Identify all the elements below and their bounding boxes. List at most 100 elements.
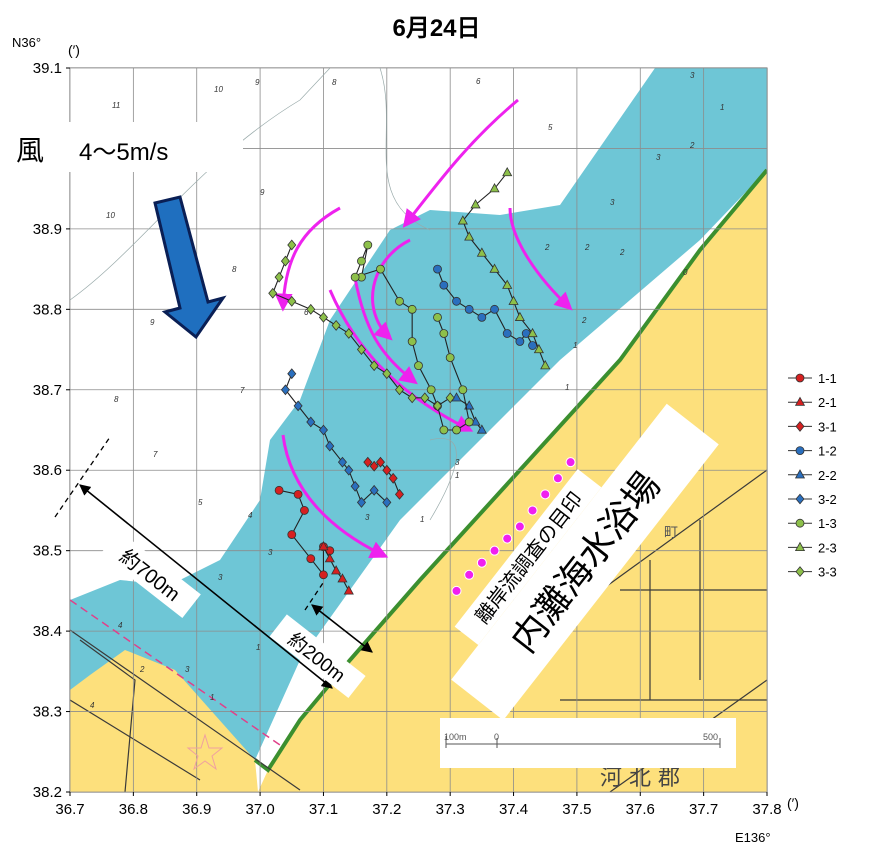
svg-text:8: 8 bbox=[232, 265, 237, 274]
lon-tick-label: 36.7 bbox=[55, 801, 84, 818]
town-label: 町 bbox=[664, 524, 678, 540]
track-2-3 bbox=[457, 166, 551, 370]
track-point-3-2 bbox=[344, 464, 354, 476]
legend-label: 1-1 bbox=[818, 371, 837, 386]
legend-item-3-2: 3-2 bbox=[788, 492, 837, 507]
survey-marker-dot bbox=[502, 533, 513, 544]
svg-text:4: 4 bbox=[248, 511, 253, 520]
svg-text:11: 11 bbox=[112, 101, 120, 110]
lon-tick-label: 37.2 bbox=[372, 801, 401, 818]
svg-text:5: 5 bbox=[198, 498, 203, 507]
track-3-3 bbox=[268, 239, 455, 412]
svg-text:6: 6 bbox=[476, 77, 481, 86]
track-point-3-2 bbox=[280, 384, 290, 396]
track-point-2-3 bbox=[489, 263, 500, 273]
svg-text:0: 0 bbox=[683, 268, 688, 277]
svg-text:1: 1 bbox=[455, 471, 459, 480]
svg-text:2: 2 bbox=[581, 316, 587, 325]
track-point-1-3 bbox=[395, 296, 404, 306]
track-point-1-2 bbox=[515, 337, 525, 346]
track-point-3-2 bbox=[293, 400, 303, 412]
track-point-1-1 bbox=[293, 489, 303, 499]
survey-marker-dot bbox=[527, 505, 538, 516]
lon-tick-label: 36.9 bbox=[182, 801, 211, 818]
legend-label: 1-3 bbox=[818, 516, 837, 531]
track-3-1 bbox=[363, 456, 405, 500]
lon-tick-label: 37.4 bbox=[499, 801, 528, 818]
svg-text:9: 9 bbox=[260, 188, 265, 197]
track-point-3-3 bbox=[280, 255, 290, 267]
track-point-1-1 bbox=[287, 530, 297, 539]
lon-tick-label: 37.8 bbox=[752, 801, 781, 818]
track-point-2-3 bbox=[527, 327, 538, 338]
legend-label: 3-3 bbox=[818, 565, 837, 580]
legend-item-3-3: 3-3 bbox=[788, 565, 837, 580]
track-point-1-3 bbox=[357, 256, 366, 266]
track-point-1-2 bbox=[439, 280, 449, 290]
track-point-1-3 bbox=[458, 385, 468, 395]
track-point-3-3 bbox=[369, 360, 379, 372]
svg-text:2: 2 bbox=[544, 243, 550, 252]
track-point-3-3 bbox=[331, 319, 341, 331]
svg-text:2: 2 bbox=[139, 665, 145, 674]
track-point-3-3 bbox=[344, 328, 354, 339]
survey-marker-dot bbox=[565, 457, 576, 468]
legend-marker bbox=[795, 518, 805, 528]
track-point-3-2 bbox=[356, 496, 366, 508]
svg-text:10: 10 bbox=[106, 211, 115, 220]
track-point-3-1 bbox=[375, 456, 386, 468]
track-point-2-2 bbox=[451, 392, 462, 402]
track-point-3-3 bbox=[268, 287, 278, 299]
lon-tick-label: 37.5 bbox=[562, 801, 591, 818]
track-point-2-3 bbox=[489, 183, 500, 193]
coastline bbox=[253, 168, 767, 773]
track-point-1-3 bbox=[376, 264, 385, 274]
lat-tick-label: 38.6 bbox=[33, 462, 62, 479]
lon-tick-label: 37.6 bbox=[626, 801, 655, 818]
legend-item-1-3: 1-3 bbox=[788, 516, 837, 531]
legend-label: 2-2 bbox=[818, 468, 837, 483]
svg-text:8: 8 bbox=[114, 395, 119, 404]
lat-tick-label: 38.7 bbox=[33, 382, 62, 399]
survey-marker-dot bbox=[514, 521, 525, 532]
svg-text:9: 9 bbox=[255, 78, 260, 87]
lon-tick-label: 37.0 bbox=[245, 801, 274, 818]
track-point-2-1 bbox=[331, 565, 342, 575]
track-point-2-3 bbox=[470, 199, 481, 209]
star-symbol bbox=[186, 733, 224, 771]
lat-tick-label: 39.1 bbox=[33, 60, 62, 77]
legend-marker bbox=[794, 469, 806, 479]
track-point-1-2 bbox=[528, 341, 537, 350]
svg-text:2: 2 bbox=[584, 243, 590, 252]
survey-marker-dot bbox=[552, 473, 563, 484]
legend-label: 3-2 bbox=[818, 492, 837, 507]
legend-item-2-3: 2-3 bbox=[788, 540, 837, 555]
track-line-1-2 bbox=[436, 268, 534, 346]
track-point-3-2 bbox=[325, 440, 335, 452]
track-point-1-1 bbox=[300, 506, 309, 515]
legend-item-3-1: 3-1 bbox=[788, 419, 837, 434]
track-point-3-3 bbox=[394, 384, 405, 396]
legend-label: 2-3 bbox=[818, 540, 837, 555]
svg-text:7: 7 bbox=[240, 386, 245, 395]
track-point-1-1 bbox=[274, 485, 284, 495]
track-point-2-3 bbox=[508, 295, 519, 305]
svg-text:3: 3 bbox=[185, 665, 190, 674]
track-point-2-3 bbox=[502, 279, 513, 289]
track-point-1-2 bbox=[433, 264, 442, 274]
track-point-3-3 bbox=[318, 311, 328, 323]
scale-label-100m: 100m bbox=[444, 732, 467, 742]
track-point-2-3 bbox=[457, 215, 468, 225]
lon-unit: (′) bbox=[787, 795, 799, 811]
legend: 1-1 2-1 3-1 1-2 2-2 3-2 1-3 2-3 3-3 bbox=[788, 371, 837, 580]
legend-item-1-2: 1-2 bbox=[788, 444, 837, 459]
track-point-1-1 bbox=[306, 554, 316, 564]
track-point-1-3 bbox=[464, 417, 474, 427]
track-point-3-3 bbox=[287, 295, 297, 307]
lon-prefix: E136° bbox=[735, 830, 771, 845]
lat-tick-label: 38.4 bbox=[33, 623, 62, 640]
track-point-1-2 bbox=[477, 312, 487, 322]
svg-text:1: 1 bbox=[420, 515, 424, 524]
track-point-3-1 bbox=[382, 464, 392, 476]
